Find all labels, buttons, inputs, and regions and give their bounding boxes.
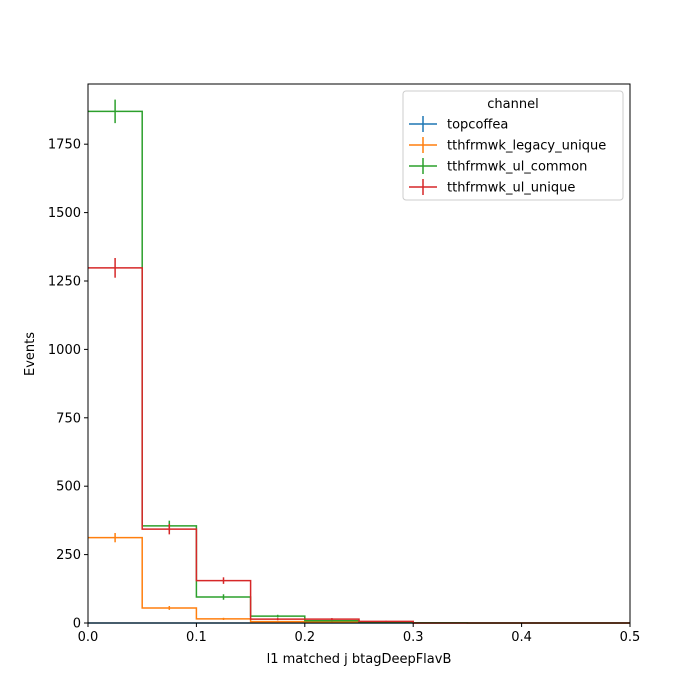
legend-entry-tthfrmwk-ul-common: tthfrmwk_ul_common <box>409 158 587 175</box>
legend-label: tthfrmwk_ul_common <box>447 160 587 175</box>
y-tick-label: 1750 <box>48 138 81 153</box>
axes-frame <box>87 83 631 624</box>
legend: channel topcoffea tthfrmwk_legacy_uniquet… <box>402 90 624 201</box>
x-axis-label: l1 matched j btagDeepFlavB <box>267 652 452 667</box>
legend-entry-tthfrmwk-legacy-unique: tthfrmwk_legacy_unique <box>409 137 606 154</box>
x-tick-label: 0.1 <box>186 630 207 645</box>
y-tick-label: 250 <box>56 548 81 563</box>
legend-label: topcoffea <box>447 118 508 133</box>
legend-frame <box>402 90 624 201</box>
x-axis: 0.0 0.1 0.2 0.3 0.4 0.5 <box>78 623 641 645</box>
y-tick-label: 1250 <box>48 274 81 289</box>
x-tick-label: 0.2 <box>294 630 315 645</box>
series-tthfrmwk-legacy-unique <box>88 532 630 624</box>
series-step-line <box>88 267 630 624</box>
legend-title: channel <box>487 97 538 112</box>
legend-entry-tthfrmwk-ul-unique: tthfrmwk_ul_unique <box>409 179 575 196</box>
x-tick-label: 0.3 <box>403 630 424 645</box>
x-tick-label: 0.0 <box>78 630 99 645</box>
y-tick-label: 750 <box>56 411 81 426</box>
y-tick-label: 1500 <box>48 206 81 221</box>
y-tick-label: 500 <box>56 480 81 495</box>
series-tthfrmwk-ul-unique <box>88 258 630 624</box>
x-tick-label: 0.5 <box>620 630 641 645</box>
y-tick-label: 0 <box>73 617 81 632</box>
series-step-line <box>88 536 630 624</box>
x-tick-label: 0.4 <box>511 630 532 645</box>
y-axis-label: Events <box>23 332 38 376</box>
legend-entry-topcoffea: topcoffea <box>409 116 508 133</box>
legend-label: tthfrmwk_legacy_unique <box>447 139 606 154</box>
legend-label: tthfrmwk_ul_unique <box>447 181 575 196</box>
y-axis: 0 250 500 750 1000 1250 1500 1750 <box>48 138 88 632</box>
y-tick-label: 1000 <box>48 343 81 358</box>
